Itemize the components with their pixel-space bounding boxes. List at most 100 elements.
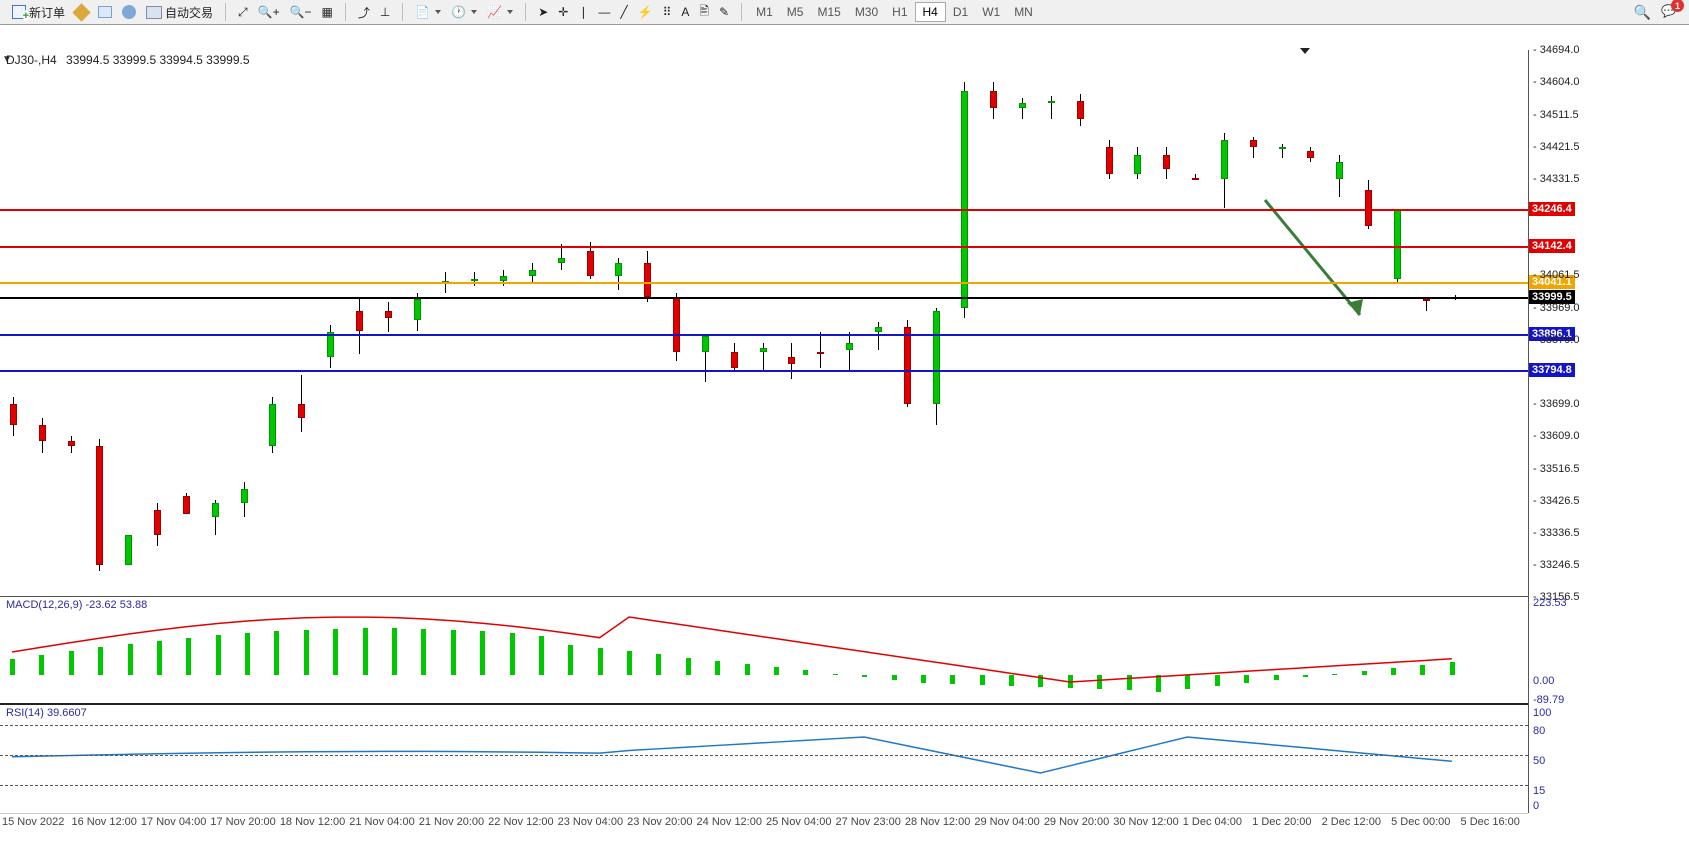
text-box-tool-icon[interactable]: 🖹 xyxy=(694,2,714,22)
show-grid-icon[interactable]: ⊥ xyxy=(375,2,395,22)
price-axis-tick: - 33699.0 xyxy=(1533,398,1579,410)
price-axis-tick: - 33609.0 xyxy=(1533,430,1579,442)
date-axis-tick: 22 Nov 12:00 xyxy=(488,816,553,828)
date-axis-tick: 1 Dec 20:00 xyxy=(1252,816,1311,828)
rsi-line[interactable] xyxy=(0,705,1528,813)
price-axis-tick: - 34694.0 xyxy=(1533,44,1579,56)
price-axis-tick: - 34604.0 xyxy=(1533,76,1579,88)
date-axis-tick: 15 Nov 2022 xyxy=(2,816,64,828)
save-icon-button[interactable] xyxy=(70,2,93,22)
date-axis-panel[interactable]: 15 Nov 2022 16 Nov 12:00 17 Nov 04:00 17 No… xyxy=(0,813,1528,831)
macd-signal-line[interactable] xyxy=(0,597,1528,705)
price-axis-tick: - 33336.5 xyxy=(1533,527,1579,539)
price-level-label: 33794.8 xyxy=(1529,363,1575,377)
cursor-tool-icon[interactable]: ➤ xyxy=(533,2,553,22)
timeframe-m5[interactable]: M5 xyxy=(780,2,811,22)
timeframe-h4[interactable]: H4 xyxy=(915,2,946,22)
autotrading-button[interactable]: 自动交易 xyxy=(141,2,218,22)
notifications-icon[interactable]: 💬 1 xyxy=(1661,4,1677,20)
show-trade-levels-icon[interactable]: ⤴ xyxy=(353,2,375,22)
date-axis-tick: 21 Nov 04:00 xyxy=(349,816,414,828)
connection-icon xyxy=(122,5,136,19)
vertical-line-icon[interactable]: ❘ xyxy=(573,2,593,22)
trend-arrow-annotation xyxy=(1255,195,1375,355)
crosshair-tool-icon[interactable]: ✛ xyxy=(553,2,573,22)
new-order-icon xyxy=(12,5,26,19)
arrange-windows-icon[interactable]: ⤢ xyxy=(233,2,253,22)
chart-main-area: ▼ DJ30-,H4 33994.5 33999.5 33994.5 33999… xyxy=(0,25,1689,860)
date-axis-tick: 21 Nov 20:00 xyxy=(419,816,484,828)
timeframe-m15[interactable]: M15 xyxy=(810,2,847,22)
timeframe-h1[interactable]: H1 xyxy=(885,2,914,22)
rsi-tick-50: 50 xyxy=(1533,755,1545,767)
price-level-label: 34142.4 xyxy=(1529,239,1575,253)
chart-window-icon xyxy=(98,6,112,18)
chart-type-dropdown[interactable]: 📈 xyxy=(482,2,518,22)
price-chart-panel[interactable] xyxy=(0,50,1528,597)
rsi-axis-panel[interactable]: 100 80 50 15 0 xyxy=(1528,705,1689,813)
notification-count-badge: 1 xyxy=(1671,0,1684,12)
price-axis-tick: - 33246.5 xyxy=(1533,559,1579,571)
object-tools-dropdown[interactable]: ✎ xyxy=(714,2,734,22)
autotrade-icon xyxy=(146,6,162,19)
text-tool-icon[interactable]: A xyxy=(676,2,694,22)
date-axis-tick: 5 Dec 00:00 xyxy=(1391,816,1450,828)
date-axis-tick: 23 Nov 20:00 xyxy=(627,816,692,828)
price-level-line[interactable] xyxy=(0,334,1528,336)
timeframe-mn[interactable]: MN xyxy=(1007,2,1040,22)
rsi-label: RSI(14) 39.6607 xyxy=(6,707,87,719)
date-axis-tick: 18 Nov 12:00 xyxy=(280,816,345,828)
date-axis-tick: 17 Nov 04:00 xyxy=(141,816,206,828)
rsi-tick-15: 15 xyxy=(1533,785,1545,797)
rsi-chart-panel[interactable]: RSI(14) 39.6607 xyxy=(0,705,1528,813)
price-level-line[interactable] xyxy=(0,282,1528,284)
date-axis-tick: 29 Nov 20:00 xyxy=(1044,816,1109,828)
new-order-button[interactable]: 新订单 xyxy=(7,2,70,22)
symbol-info-label: DJ30-,H4 33994.5 33999.5 33994.5 33999.5 xyxy=(6,53,250,67)
period-dropdown[interactable]: 🕐 xyxy=(446,2,482,22)
price-level-line[interactable] xyxy=(0,246,1528,248)
rsi-tick-100: 100 xyxy=(1533,707,1551,719)
date-axis-tick: 2 Dec 12:00 xyxy=(1322,816,1381,828)
connection-button[interactable] xyxy=(117,2,141,22)
zoom-out-icon[interactable]: 🔍− xyxy=(285,2,317,22)
date-axis-tick: 24 Nov 12:00 xyxy=(697,816,762,828)
date-axis-tick: 17 Nov 20:00 xyxy=(210,816,275,828)
price-level-line[interactable] xyxy=(0,370,1528,372)
new-chart-dropdown[interactable]: 📄 xyxy=(410,2,446,22)
rectangle-tool-icon[interactable]: ⠿ xyxy=(658,2,677,22)
trend-line-icon[interactable]: ╱ xyxy=(615,2,632,22)
macd-zero-label: 0.00 xyxy=(1533,675,1554,687)
save-diamond-icon xyxy=(72,3,90,21)
symbol-ohlc-values: 33994.5 33999.5 33994.5 33999.5 xyxy=(66,53,250,67)
macd-axis-panel[interactable]: 223.53 0.00 -89.79 xyxy=(1528,597,1689,705)
price-level-line[interactable] xyxy=(0,209,1528,211)
timeframe-m30[interactable]: M30 xyxy=(848,2,885,22)
macd-chart-panel[interactable]: MACD(12,26,9) -23.62 53.88 xyxy=(0,597,1528,705)
date-axis-tick: 25 Nov 04:00 xyxy=(766,816,831,828)
timeframe-d1[interactable]: D1 xyxy=(946,2,975,22)
symbol-name: DJ30-,H4 xyxy=(6,53,57,67)
zoom-in-icon[interactable]: 🔍+ xyxy=(253,2,285,22)
search-icon[interactable]: 🔍 xyxy=(1634,4,1651,21)
timeframe-w1[interactable]: W1 xyxy=(975,2,1007,22)
price-level-line[interactable] xyxy=(0,297,1528,299)
autotrading-label: 自动交易 xyxy=(165,4,213,21)
chart-templates-icon[interactable]: ▦ xyxy=(317,2,338,22)
price-axis-tick: - 34331.5 xyxy=(1533,173,1579,185)
main-toolbar: 新订单 自动交易 ⤢ 🔍+ 🔍− ▦ ⤴ ⊥ 📄 🕐 📈 ➤ ✛ xyxy=(0,0,1689,25)
price-axis-tick: - 34511.5 xyxy=(1533,109,1579,121)
date-axis-tick: 27 Nov 23:00 xyxy=(835,816,900,828)
price-axis-tick: - 34421.5 xyxy=(1533,141,1579,153)
price-axis-panel[interactable]: 34246.4 34142.4 34041.1 33999.5 33896.1 33794… xyxy=(1528,50,1689,597)
fibonacci-tool-icon[interactable]: ⚡ xyxy=(633,2,658,22)
price-axis-tick: - 33969.0 xyxy=(1533,302,1579,314)
timeframe-m1[interactable]: M1 xyxy=(749,2,780,22)
rsi-tick-80: 80 xyxy=(1533,725,1545,737)
macd-label: MACD(12,26,9) -23.62 53.88 xyxy=(6,599,147,611)
date-axis-tick: 5 Dec 16:00 xyxy=(1461,816,1520,828)
chart-window-button[interactable] xyxy=(93,2,117,22)
date-axis-tick: 16 Nov 12:00 xyxy=(71,816,136,828)
horizontal-line-icon[interactable]: — xyxy=(593,2,615,22)
price-level-label: 34246.4 xyxy=(1529,202,1575,216)
